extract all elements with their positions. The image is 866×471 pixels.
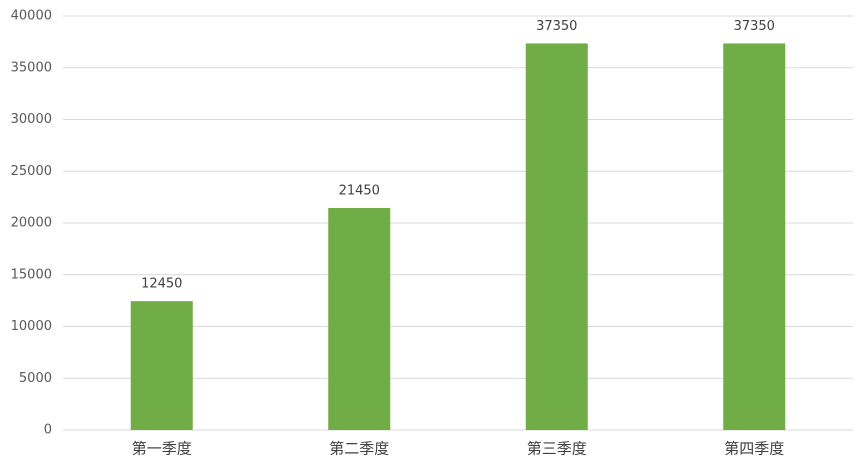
data-label: 12450 xyxy=(141,277,182,292)
data-label: 37350 xyxy=(536,19,577,34)
x-tick-label: 第三季度 xyxy=(527,440,587,458)
bar xyxy=(328,207,391,430)
data-label: 21450 xyxy=(339,183,380,198)
bar xyxy=(130,301,193,430)
y-tick-label: 10000 xyxy=(11,319,52,334)
y-tick-label: 20000 xyxy=(11,216,52,231)
y-tick-label: 0 xyxy=(44,423,52,438)
y-tick-label: 25000 xyxy=(11,164,52,179)
x-tick-label: 第四季度 xyxy=(724,440,784,458)
bar xyxy=(525,43,588,431)
x-tick-label: 第二季度 xyxy=(329,440,389,458)
y-tick-label: 30000 xyxy=(11,112,52,127)
x-tick-label: 第一季度 xyxy=(132,440,192,458)
y-tick-label: 15000 xyxy=(11,267,52,282)
y-tick-label: 5000 xyxy=(19,371,52,386)
bar xyxy=(723,43,786,431)
y-tick-label: 40000 xyxy=(11,9,52,24)
y-tick-label: 35000 xyxy=(11,60,52,75)
data-label: 37350 xyxy=(734,19,775,34)
